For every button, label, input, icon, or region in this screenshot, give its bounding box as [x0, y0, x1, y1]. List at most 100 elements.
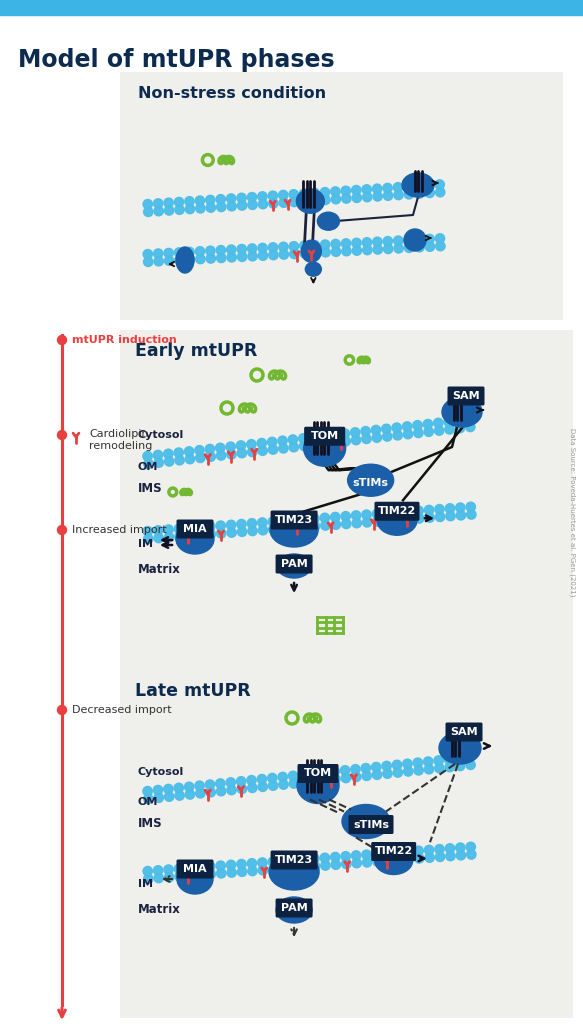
Circle shape — [403, 507, 413, 516]
Circle shape — [310, 241, 319, 250]
Circle shape — [257, 438, 266, 447]
Circle shape — [456, 503, 465, 512]
Circle shape — [247, 193, 257, 202]
Circle shape — [196, 454, 205, 463]
Circle shape — [279, 516, 288, 525]
Circle shape — [446, 851, 455, 861]
Circle shape — [300, 249, 310, 258]
FancyBboxPatch shape — [445, 723, 483, 741]
Text: Decreased import: Decreased import — [72, 705, 171, 715]
Circle shape — [310, 188, 319, 198]
Circle shape — [144, 459, 153, 469]
Circle shape — [237, 867, 247, 877]
Circle shape — [58, 525, 66, 535]
Circle shape — [384, 245, 393, 254]
Ellipse shape — [375, 847, 413, 874]
Circle shape — [143, 866, 152, 876]
Circle shape — [175, 255, 184, 265]
Circle shape — [164, 792, 174, 802]
Circle shape — [289, 189, 298, 199]
Text: IMS: IMS — [138, 817, 163, 830]
Circle shape — [405, 243, 414, 253]
Circle shape — [174, 248, 184, 257]
Circle shape — [415, 234, 424, 244]
Circle shape — [455, 754, 464, 763]
Circle shape — [352, 511, 361, 520]
Circle shape — [383, 769, 392, 778]
Circle shape — [372, 433, 381, 442]
Circle shape — [248, 866, 257, 876]
Ellipse shape — [342, 805, 390, 839]
Circle shape — [466, 842, 475, 852]
Ellipse shape — [404, 229, 426, 251]
Circle shape — [206, 452, 215, 462]
Circle shape — [351, 765, 360, 774]
Circle shape — [269, 251, 278, 260]
Circle shape — [279, 780, 288, 790]
Circle shape — [268, 773, 277, 782]
Circle shape — [143, 786, 152, 796]
Text: MIA: MIA — [183, 864, 207, 874]
Circle shape — [206, 869, 216, 879]
Circle shape — [175, 531, 184, 541]
Circle shape — [436, 187, 445, 197]
Circle shape — [164, 865, 173, 874]
FancyBboxPatch shape — [276, 555, 312, 573]
Circle shape — [279, 242, 288, 252]
Circle shape — [279, 864, 289, 873]
Circle shape — [394, 515, 403, 524]
Circle shape — [330, 767, 339, 776]
Circle shape — [185, 247, 194, 257]
Text: mtUPR induction: mtUPR induction — [72, 335, 177, 345]
Circle shape — [423, 757, 433, 766]
Ellipse shape — [176, 247, 194, 273]
Circle shape — [330, 430, 339, 439]
Circle shape — [352, 851, 361, 860]
Circle shape — [435, 180, 444, 189]
Circle shape — [300, 862, 309, 871]
Circle shape — [340, 766, 350, 775]
Circle shape — [258, 518, 267, 527]
Circle shape — [248, 783, 257, 793]
Circle shape — [319, 431, 329, 440]
Ellipse shape — [301, 241, 321, 262]
Circle shape — [226, 860, 236, 869]
Circle shape — [466, 502, 475, 512]
Circle shape — [362, 771, 371, 780]
Bar — [120, 670, 573, 1018]
Circle shape — [382, 849, 392, 858]
Circle shape — [363, 246, 372, 255]
Circle shape — [350, 428, 360, 437]
Ellipse shape — [442, 397, 482, 427]
Circle shape — [226, 520, 236, 529]
Circle shape — [269, 524, 278, 535]
Circle shape — [196, 788, 205, 798]
Circle shape — [310, 854, 319, 863]
Circle shape — [175, 791, 184, 800]
Ellipse shape — [296, 189, 324, 213]
Circle shape — [216, 868, 226, 878]
Circle shape — [455, 761, 465, 771]
Circle shape — [321, 521, 330, 530]
Circle shape — [352, 185, 361, 195]
Circle shape — [394, 855, 403, 864]
Circle shape — [320, 853, 329, 862]
Circle shape — [290, 198, 299, 207]
Circle shape — [195, 445, 204, 455]
Circle shape — [352, 239, 361, 248]
Circle shape — [321, 861, 330, 870]
Circle shape — [310, 440, 319, 450]
Circle shape — [196, 870, 205, 880]
Circle shape — [373, 191, 382, 201]
Circle shape — [363, 858, 372, 867]
Circle shape — [237, 776, 246, 786]
Circle shape — [164, 872, 174, 882]
Circle shape — [320, 439, 329, 449]
Circle shape — [434, 426, 444, 435]
Circle shape — [424, 765, 434, 774]
Text: Late mtUPR: Late mtUPR — [135, 682, 251, 700]
Circle shape — [311, 248, 320, 257]
Circle shape — [456, 843, 465, 852]
Circle shape — [404, 236, 413, 245]
Circle shape — [164, 532, 174, 542]
